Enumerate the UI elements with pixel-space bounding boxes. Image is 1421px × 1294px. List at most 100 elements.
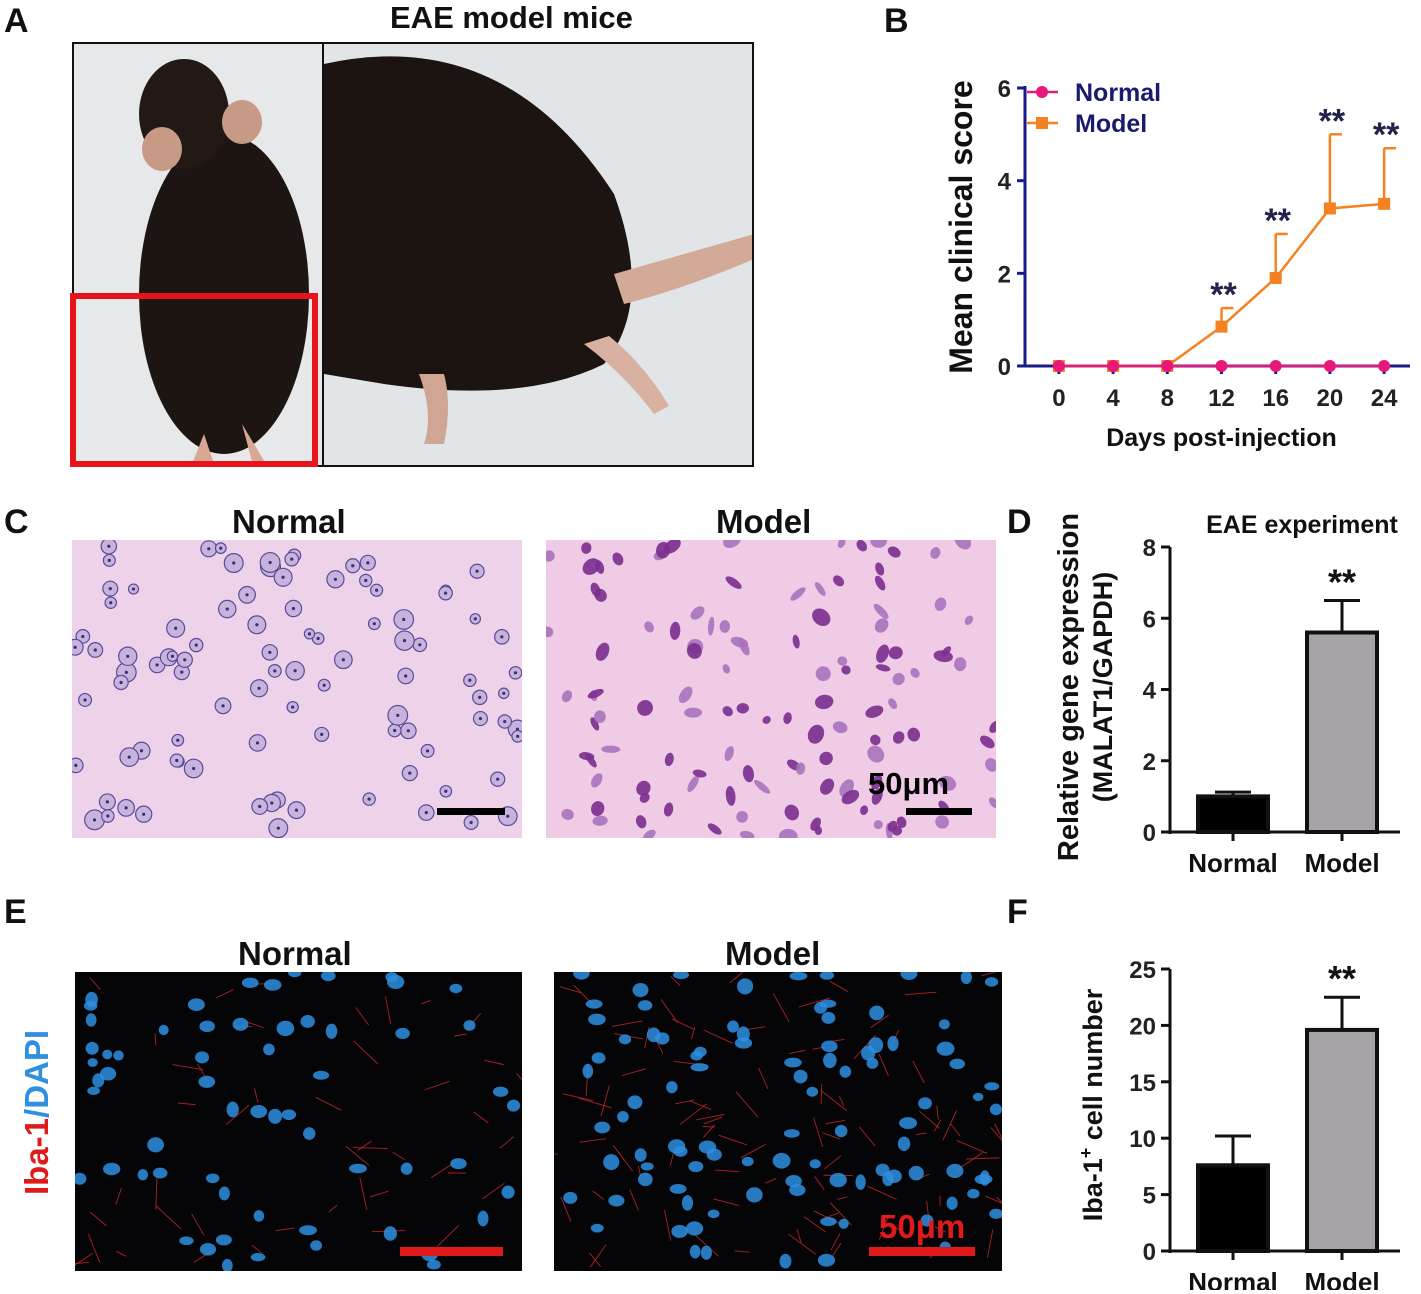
nucleus [754,780,771,794]
microglia-process [772,993,790,1023]
nucleolus [194,643,198,647]
nucleus [935,815,950,829]
microglia-process [177,1102,196,1106]
nucleolus [107,544,111,548]
nucleus [874,618,889,633]
nucleus [985,758,996,772]
significance-marker: ** [1328,958,1356,999]
nucleus [867,745,885,763]
dapi-nucleus [573,972,590,980]
panel-letter-e: E [4,893,27,931]
zoom-region-box [70,293,318,467]
dapi-nucleus [817,1253,836,1267]
microglia-process [796,1228,802,1243]
nucleolus [180,670,184,674]
bar-normal [1196,1163,1270,1253]
nucleolus [127,755,131,759]
nucleolus [475,569,479,573]
panel-e-normal-title: Normal [238,935,352,972]
microglia-process [369,1190,390,1198]
microglia-process [385,996,392,1024]
dapi-nucleus [886,1169,902,1183]
nucleus [581,542,592,554]
nucleolus [255,623,259,627]
x-tick-label: Model [1304,1267,1379,1290]
y-axis-label-line1: Relative gene expression [1053,513,1085,861]
dapi-nucleus [321,972,336,982]
nucleolus [124,670,128,674]
nucleus [595,560,605,574]
nucleus [876,644,890,663]
microglia-process [912,1060,925,1084]
nucleolus [468,678,472,682]
microglia-process [734,1250,750,1253]
dapi-nucleus [700,1245,712,1260]
microglia-process [838,1096,845,1106]
microglia-process [554,1153,558,1155]
nucleus [546,626,554,638]
microglia-process [712,1198,740,1206]
legend-marker [1036,117,1048,129]
microglia-process [729,972,744,984]
scale-label-e: 50μm [879,1208,966,1245]
normal-point [1378,360,1391,372]
nucleolus [255,741,260,745]
microglia-process [454,1033,467,1037]
microglia-process [679,1103,707,1125]
nucleus [587,688,604,699]
y-tick-label: 25 [1129,957,1156,984]
legend-label: Normal [1075,79,1161,107]
nucleus [736,703,749,714]
dapi-nucleus [253,1210,265,1222]
nucleus [814,582,826,596]
panel-c-normal-title: Normal [232,503,346,540]
dapi-stain-label: /DAPI [18,1029,55,1118]
nucleolus [393,728,397,733]
dapi-nucleus [250,1105,268,1118]
microglia-process [629,1189,639,1211]
nucleolus [81,634,85,639]
dapi-nucleus [671,1224,688,1238]
microglia-process [936,1105,939,1120]
nucleus [833,575,845,587]
microglia-process [821,1132,840,1140]
nucleolus [478,716,483,721]
panel-letter-f: F [1007,893,1028,931]
microglia-process [116,1251,127,1257]
microglia-process [696,1113,725,1121]
microglia-process [251,1244,263,1254]
nucleolus [93,648,97,652]
microglia-process [392,1151,406,1161]
significance-marker: ** [1210,276,1237,314]
microglia-process [740,1143,767,1159]
y-tick-label: 4 [1143,678,1157,705]
nucleolus [404,674,408,678]
panel-letter-a: A [4,2,29,40]
dapi-nucleus [690,1050,703,1061]
model-point [1323,202,1336,215]
mouse-zoom-photo [322,42,754,467]
nucleus [72,638,84,656]
dapi-nucleus [250,1252,266,1262]
nucleolus [268,650,272,655]
nucleolus [291,606,296,611]
microglia-process [75,1261,90,1264]
dapi-nucleus [784,1057,802,1068]
nucleus [635,815,647,829]
dapi-nucleus [821,1011,836,1024]
dapi-nucleus [741,1156,754,1167]
nucleolus [513,671,518,675]
dapi-nucleus [303,1127,316,1140]
dapi-nucleus [158,1024,169,1036]
dapi-nucleus [263,1043,275,1056]
y-axis-label: Iba-1+ cell number [1076,988,1108,1221]
panel-e-model-title: Model [725,935,821,972]
scale-bar-e-normal [400,1247,503,1256]
microglia-process [788,1233,817,1255]
nucleolus [424,811,428,815]
nucleus [841,665,851,675]
microglia-process [820,1084,823,1105]
nucleus [644,621,654,633]
nucleus [887,820,898,832]
nucleus [954,540,972,550]
